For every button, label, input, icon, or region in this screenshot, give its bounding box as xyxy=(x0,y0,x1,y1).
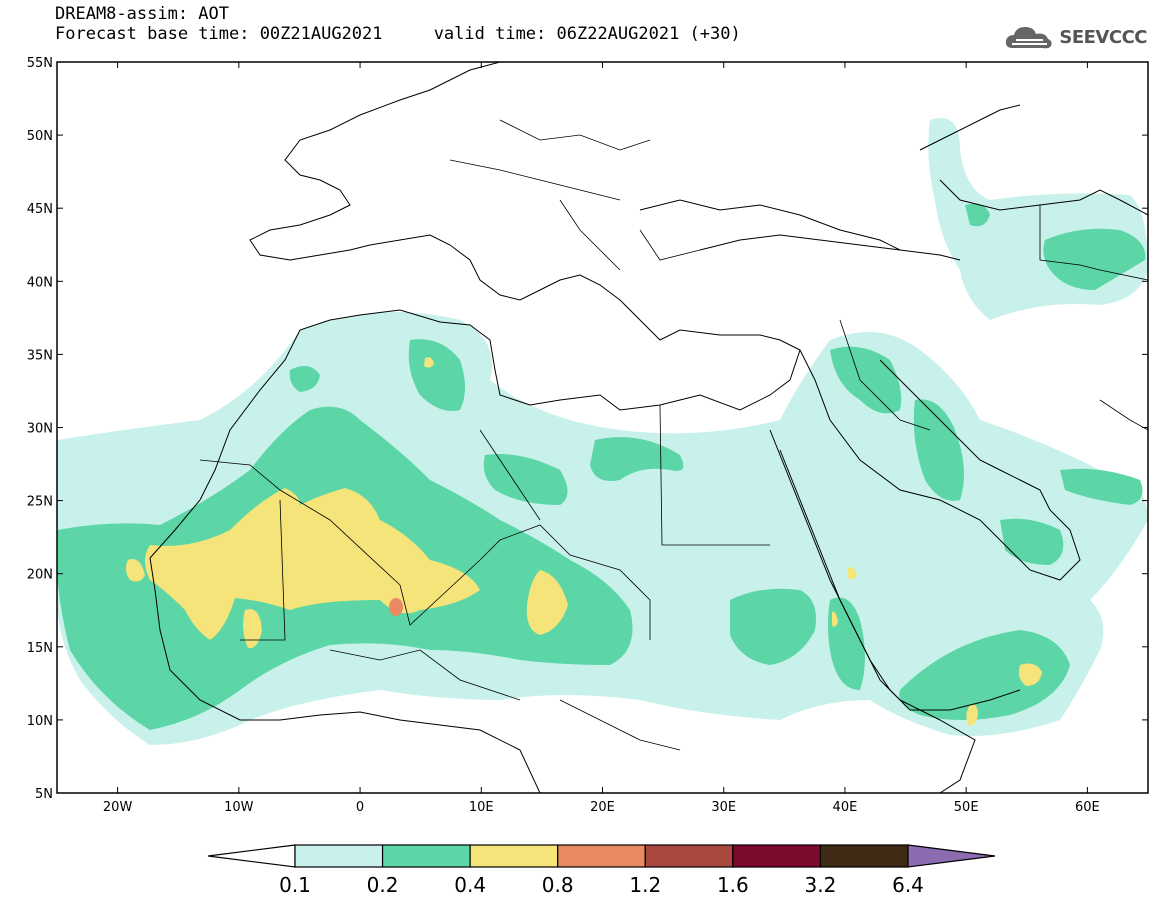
lat-tick-label: 55N xyxy=(27,56,53,71)
lon-tick-label: 10W xyxy=(224,800,254,815)
cloud-icon xyxy=(1006,27,1052,49)
colorbar-label: 0.4 xyxy=(454,873,486,897)
aot-band-0.8-1.2 xyxy=(389,598,403,616)
lat-tick-label: 30N xyxy=(27,422,53,437)
lat-tick-label: 5N xyxy=(35,787,53,802)
colorbar-labels: 0.1 0.2 0.4 0.8 1.2 1.6 3.2 6.4 xyxy=(279,873,924,897)
lat-tick-label: 40N xyxy=(27,275,53,290)
colorbar-low-arrow xyxy=(207,844,296,868)
colorbar-swatch xyxy=(381,844,471,868)
lon-tick-label: 20W xyxy=(103,800,133,815)
colorbar-label: 6.4 xyxy=(892,873,924,897)
latitude-axis: 55N 50N 45N 40N 35N 30N 25N 20N 15N 10N 5N xyxy=(27,56,1148,802)
coastlines xyxy=(149,62,1148,793)
lon-tick-label: 50E xyxy=(954,800,979,815)
lat-tick-label: 45N xyxy=(27,202,53,217)
lon-tick-label: 20E xyxy=(590,800,615,815)
colorbar-label: 1.2 xyxy=(629,873,661,897)
lat-tick-label: 25N xyxy=(27,495,53,510)
longitude-axis: 20W 10W 0 10E 20E 30E 40E 50E 60E xyxy=(103,62,1100,815)
aot-fields xyxy=(57,62,1148,793)
colorbar-label: 0.8 xyxy=(542,873,574,897)
country-borders xyxy=(199,119,1148,751)
lat-tick-label: 10N xyxy=(27,714,53,729)
lat-tick-label: 20N xyxy=(27,568,53,583)
lat-tick-label: 50N xyxy=(27,129,53,144)
forecast-time-line: Forecast base time: 00Z21AUG2021 valid t… xyxy=(55,24,741,44)
lon-tick-label: 40E xyxy=(833,800,858,815)
logo-text: SEEVCCC xyxy=(1059,26,1147,48)
lat-tick-label: 35N xyxy=(27,348,53,363)
colorbar-label: 1.6 xyxy=(717,873,749,897)
colorbar-swatch xyxy=(294,844,384,868)
lon-tick-label: 30E xyxy=(711,800,736,815)
colorbar-label: 3.2 xyxy=(805,873,837,897)
colorbar-swatch xyxy=(644,844,734,868)
colorbar-swatch xyxy=(557,844,646,868)
colorbar-swatch xyxy=(732,844,822,868)
seevccc-logo: SEEVCCC xyxy=(1003,22,1147,52)
lon-tick-label: 10E xyxy=(469,800,494,815)
lat-tick-label: 15N xyxy=(27,641,53,656)
map-title: DREAM8-assim: AOT xyxy=(55,4,229,24)
colorbar-high-arrow xyxy=(907,844,996,868)
colorbar-swatch xyxy=(819,844,909,868)
colorbar-label: 0.1 xyxy=(279,873,311,897)
lon-tick-label: 0 xyxy=(356,800,364,815)
aot-colorbar xyxy=(207,844,996,868)
colorbar-swatch xyxy=(469,844,559,868)
lon-tick-label: 60E xyxy=(1075,800,1100,815)
colorbar-label: 0.2 xyxy=(367,873,399,897)
